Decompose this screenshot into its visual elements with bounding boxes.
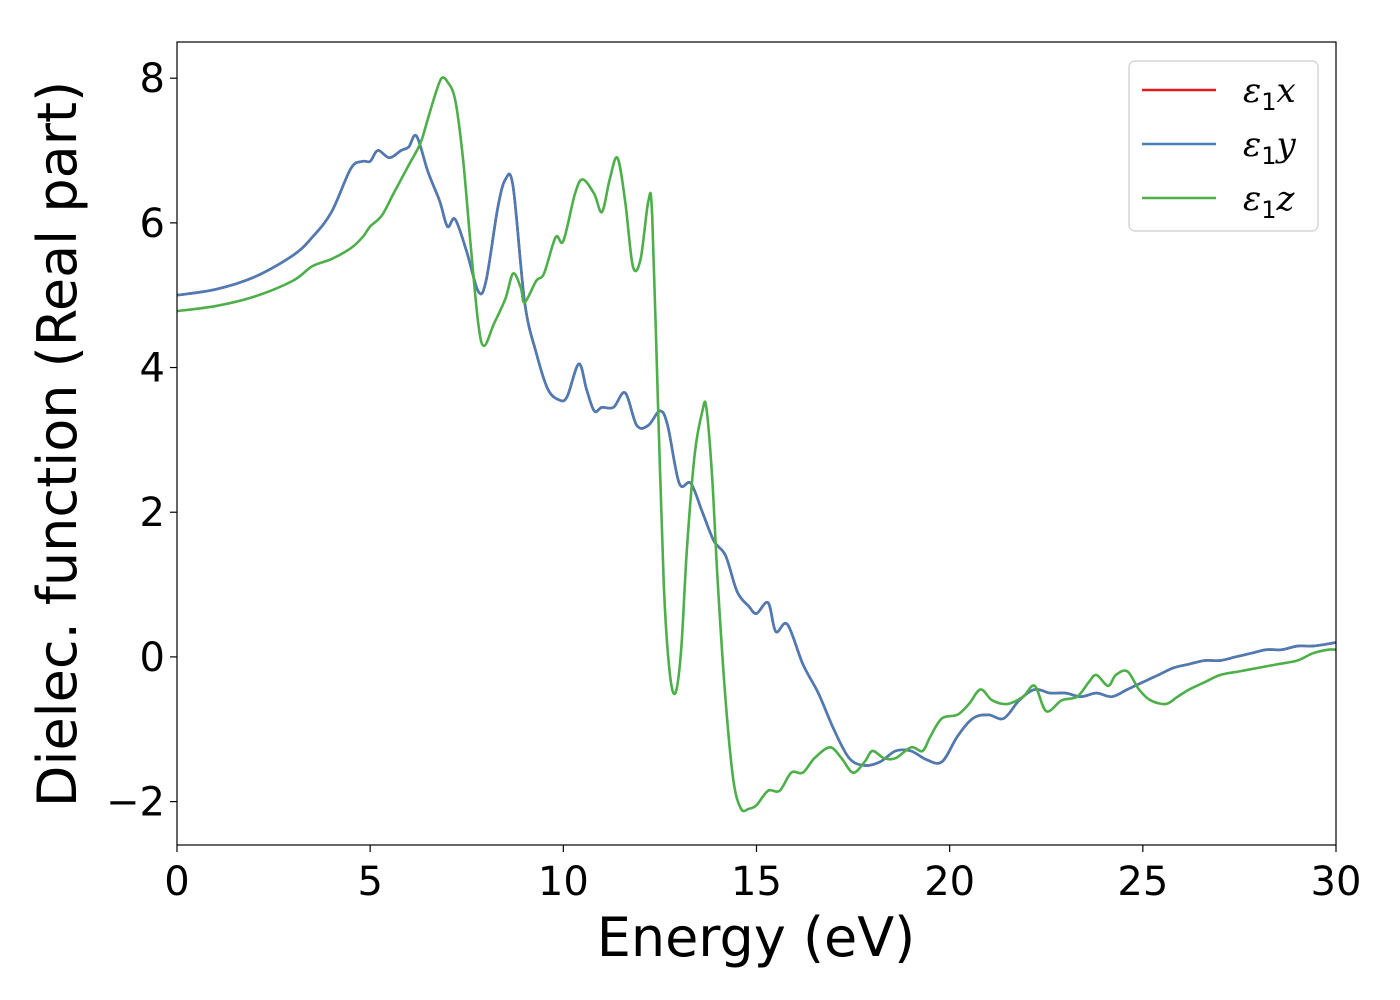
axis-ticks: 0 5 10 15 20 25 30 −2 0 2 4 6 8	[106, 56, 1361, 905]
x-tick-label: 20	[924, 859, 975, 905]
legend-label-x: ε1x	[1243, 71, 1296, 116]
y-tick-label: 8	[140, 56, 165, 102]
x-tick-label: 15	[731, 859, 782, 905]
legend: ε1x ε1y ε1z	[1128, 60, 1319, 232]
x-tick-label: 0	[164, 859, 189, 905]
x-axis-label: Energy (eV)	[597, 906, 916, 969]
y-tick-label: −2	[106, 780, 165, 826]
x-tick-label: 30	[1311, 859, 1362, 905]
legend-frame	[1128, 60, 1319, 232]
y-tick-label: 4	[140, 346, 165, 392]
y-tick-label: 0	[140, 635, 165, 681]
y-axis-label: Dielec. function (Real part)	[26, 81, 89, 807]
x-tick-label: 5	[357, 859, 382, 905]
legend-label-y: ε1y	[1243, 125, 1297, 170]
series-lines	[176, 76, 1337, 813]
series-line-z	[176, 76, 1337, 813]
y-tick-label: 2	[140, 490, 165, 536]
x-tick-label: 25	[1117, 859, 1168, 905]
legend-label-z: ε1z	[1243, 179, 1296, 224]
x-tick-label: 10	[538, 859, 589, 905]
y-tick-label: 6	[140, 201, 165, 247]
